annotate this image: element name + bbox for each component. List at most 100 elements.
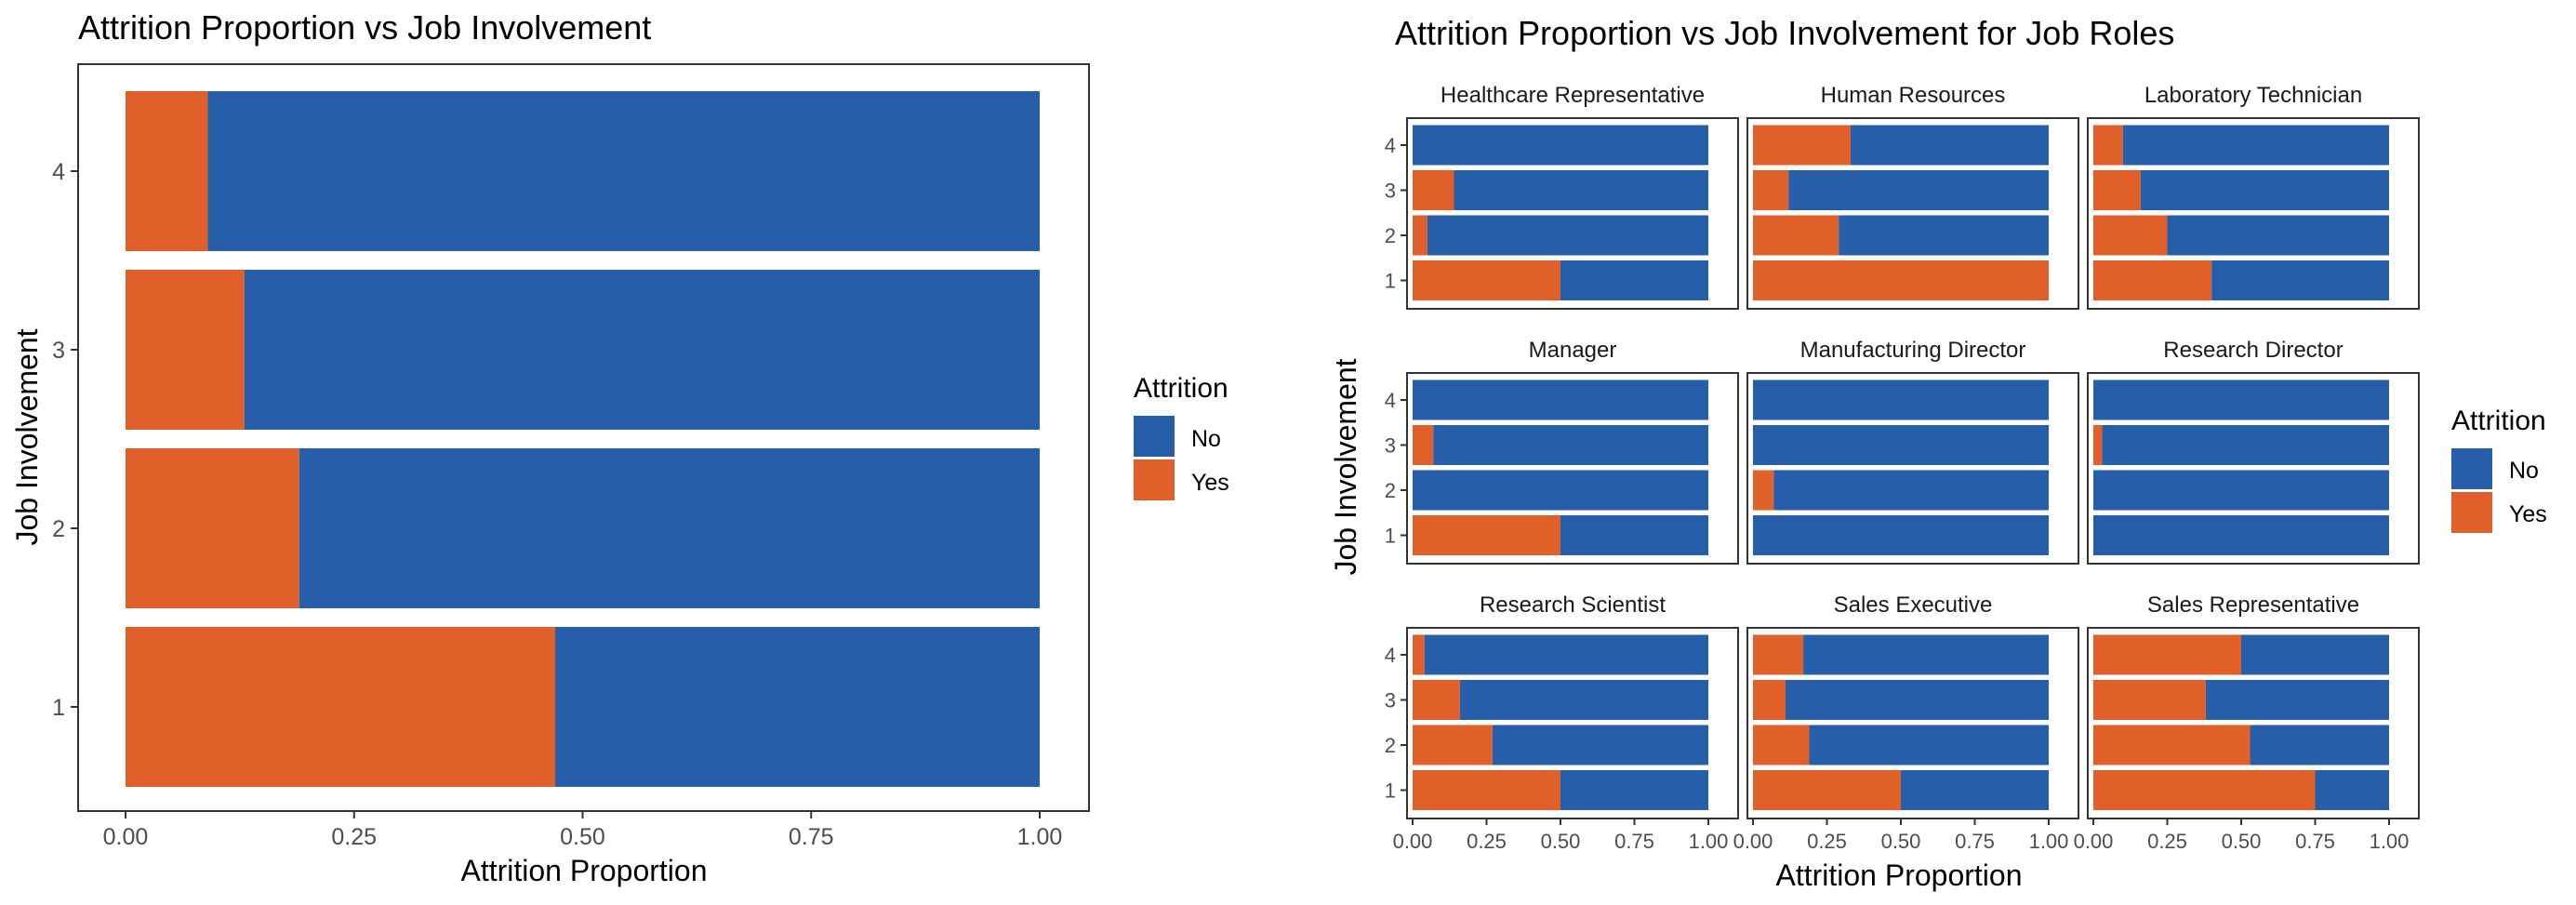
ytick-label-2: 2 bbox=[1385, 479, 1396, 502]
bar-yes-2 bbox=[1753, 215, 1839, 256]
xtick-label-0.75: 0.75 bbox=[1614, 830, 1654, 853]
right-chart-ylabel: Job Involvement bbox=[1329, 358, 1362, 575]
xtick-label-0.50: 0.50 bbox=[2222, 830, 2262, 853]
left-legend-label-no: No bbox=[1191, 426, 1221, 452]
xtick-label-0.00: 0.00 bbox=[2074, 830, 2114, 853]
facet-research-director: Research Director bbox=[2087, 338, 2420, 565]
facet-research-scientist: Research Scientist 1 2 3 4 0.00 0.25 0.50 0.75 1.… bbox=[1385, 592, 1739, 853]
bar-no-1 bbox=[1560, 260, 1708, 300]
xtick-label-0.00: 0.00 bbox=[1733, 830, 1773, 853]
bar-no-4 bbox=[2241, 634, 2389, 675]
facet-sales-representative: Sales Representative 0.00 0.25 0.50 0.75 1.00 bbox=[2074, 592, 2420, 853]
left-legend-title: Attrition bbox=[1134, 373, 1228, 404]
bar-yes-3 bbox=[2093, 680, 2206, 720]
left-legend-label-yes: Yes bbox=[1191, 470, 1229, 496]
left-chart-ylabel: Job Involvement bbox=[10, 328, 44, 545]
bar-yes-1 bbox=[1413, 515, 1560, 555]
facet-manager: Manager 1 2 3 4 bbox=[1385, 338, 1739, 565]
bar-yes-3 bbox=[2093, 425, 2103, 465]
bar-no-3 bbox=[2140, 170, 2389, 210]
xtick-label-0.25: 0.25 bbox=[2147, 830, 2187, 853]
xtick-label-1.00: 1.00 bbox=[2370, 830, 2410, 853]
left-xtick-label-0.75: 0.75 bbox=[789, 824, 834, 850]
bar-no-2 bbox=[1773, 470, 2049, 511]
xtick-label-0.00: 0.00 bbox=[1393, 830, 1433, 853]
ytick-label-1: 1 bbox=[1385, 270, 1396, 293]
bar-no-1 bbox=[1901, 770, 2049, 810]
bar-yes-3 bbox=[126, 270, 245, 430]
bar-no-2 bbox=[1809, 725, 2049, 765]
bar-yes-3 bbox=[1413, 425, 1434, 465]
bar-no-1 bbox=[2093, 515, 2389, 555]
bar-no-4 bbox=[1413, 379, 1708, 420]
left-xtick-label-1.00: 1.00 bbox=[1017, 824, 1063, 850]
ytick-label-4: 4 bbox=[1385, 134, 1396, 157]
ytick-label-4: 4 bbox=[1385, 644, 1396, 667]
bar-no-4 bbox=[1424, 634, 1708, 675]
bar-no-2 bbox=[2250, 725, 2389, 765]
xtick-label-1.00: 1.00 bbox=[1689, 830, 1729, 853]
left-ytick-label-2: 2 bbox=[52, 516, 65, 542]
right-legend-swatch-no bbox=[2451, 448, 2492, 489]
left-legend: Attrition No Yes bbox=[1134, 373, 1229, 500]
left-xtick-label-0.25: 0.25 bbox=[331, 824, 377, 850]
facet-strip-label: Sales Representative bbox=[2147, 592, 2359, 618]
bar-no-4 bbox=[1803, 634, 2049, 675]
xtick-label-0.25: 0.25 bbox=[1807, 830, 1847, 853]
bar-no-1 bbox=[2315, 770, 2389, 810]
bar-yes-3 bbox=[1753, 680, 1786, 720]
bar-yes-1 bbox=[2093, 770, 2316, 810]
bar-yes-1 bbox=[126, 627, 556, 787]
facet-healthcare-representative: Healthcare Representative 1 2 3 4 bbox=[1385, 83, 1739, 310]
right-facets: Healthcare Representative 1 2 3 4 Human Resou… bbox=[1385, 83, 2420, 853]
right-legend-swatch-yes bbox=[2451, 492, 2492, 533]
right-chart: Attrition Proportion vs Job Involvement … bbox=[1329, 14, 2547, 892]
bar-yes-1 bbox=[1753, 260, 2049, 300]
bar-yes-2 bbox=[1413, 725, 1493, 765]
bar-no-1 bbox=[1560, 515, 1708, 555]
ytick-label-4: 4 bbox=[1385, 389, 1396, 412]
bar-yes-2 bbox=[2093, 215, 2168, 256]
xtick-label-1.00: 1.00 bbox=[2029, 830, 2069, 853]
ytick-label-2: 2 bbox=[1385, 734, 1396, 757]
bar-no-3 bbox=[1753, 425, 2049, 465]
bar-yes-2 bbox=[1413, 215, 1427, 256]
ytick-label-3: 3 bbox=[1385, 434, 1396, 458]
bar-no-2 bbox=[299, 448, 1040, 608]
bar-yes-1 bbox=[1413, 770, 1560, 810]
right-legend-label-yes: Yes bbox=[2509, 501, 2547, 527]
bar-no-2 bbox=[1492, 725, 1708, 765]
left-chart: Attrition Proportion vs Job Involvement … bbox=[10, 8, 1229, 887]
ytick-label-1: 1 bbox=[1385, 525, 1396, 548]
bar-no-4 bbox=[207, 91, 1041, 251]
ytick-label-2: 2 bbox=[1385, 224, 1396, 247]
bar-yes-4 bbox=[126, 91, 208, 251]
left-chart-xlabel: Attrition Proportion bbox=[460, 854, 707, 887]
xtick-label-0.75: 0.75 bbox=[2295, 830, 2335, 853]
xtick-label-0.50: 0.50 bbox=[1541, 830, 1581, 853]
xtick-label-0.50: 0.50 bbox=[1881, 830, 1921, 853]
bar-no-1 bbox=[2211, 260, 2389, 300]
bar-yes-2 bbox=[1753, 725, 1810, 765]
bar-yes-2 bbox=[1753, 470, 1774, 511]
facet-strip-label: Laboratory Technician bbox=[2144, 83, 2362, 108]
bar-no-2 bbox=[1427, 215, 1708, 256]
facet-strip-label: Manager bbox=[1529, 338, 1617, 363]
left-legend-swatch-no bbox=[1134, 416, 1175, 457]
bar-no-1 bbox=[1560, 770, 1708, 810]
facet-strip-label: Research Scientist bbox=[1480, 592, 1666, 618]
ytick-label-3: 3 bbox=[1385, 689, 1396, 712]
bar-no-3 bbox=[244, 270, 1040, 430]
bar-yes-2 bbox=[126, 448, 299, 608]
facet-laboratory-technician: Laboratory Technician bbox=[2087, 83, 2420, 310]
right-legend-title: Attrition bbox=[2451, 406, 2546, 436]
left-chart-title: Attrition Proportion vs Job Involvement bbox=[78, 8, 651, 47]
ytick-label-3: 3 bbox=[1385, 180, 1396, 203]
bar-no-3 bbox=[2102, 425, 2389, 465]
bar-yes-1 bbox=[2093, 260, 2212, 300]
bar-no-3 bbox=[1788, 170, 2049, 210]
facet-manufacturing-director: Manufacturing Director bbox=[1746, 338, 2079, 565]
left-plot-area: 1 2 3 4 0.00 0.25 0.50 0.75 1.00 bbox=[52, 63, 1090, 850]
bar-no-4 bbox=[2093, 379, 2389, 420]
